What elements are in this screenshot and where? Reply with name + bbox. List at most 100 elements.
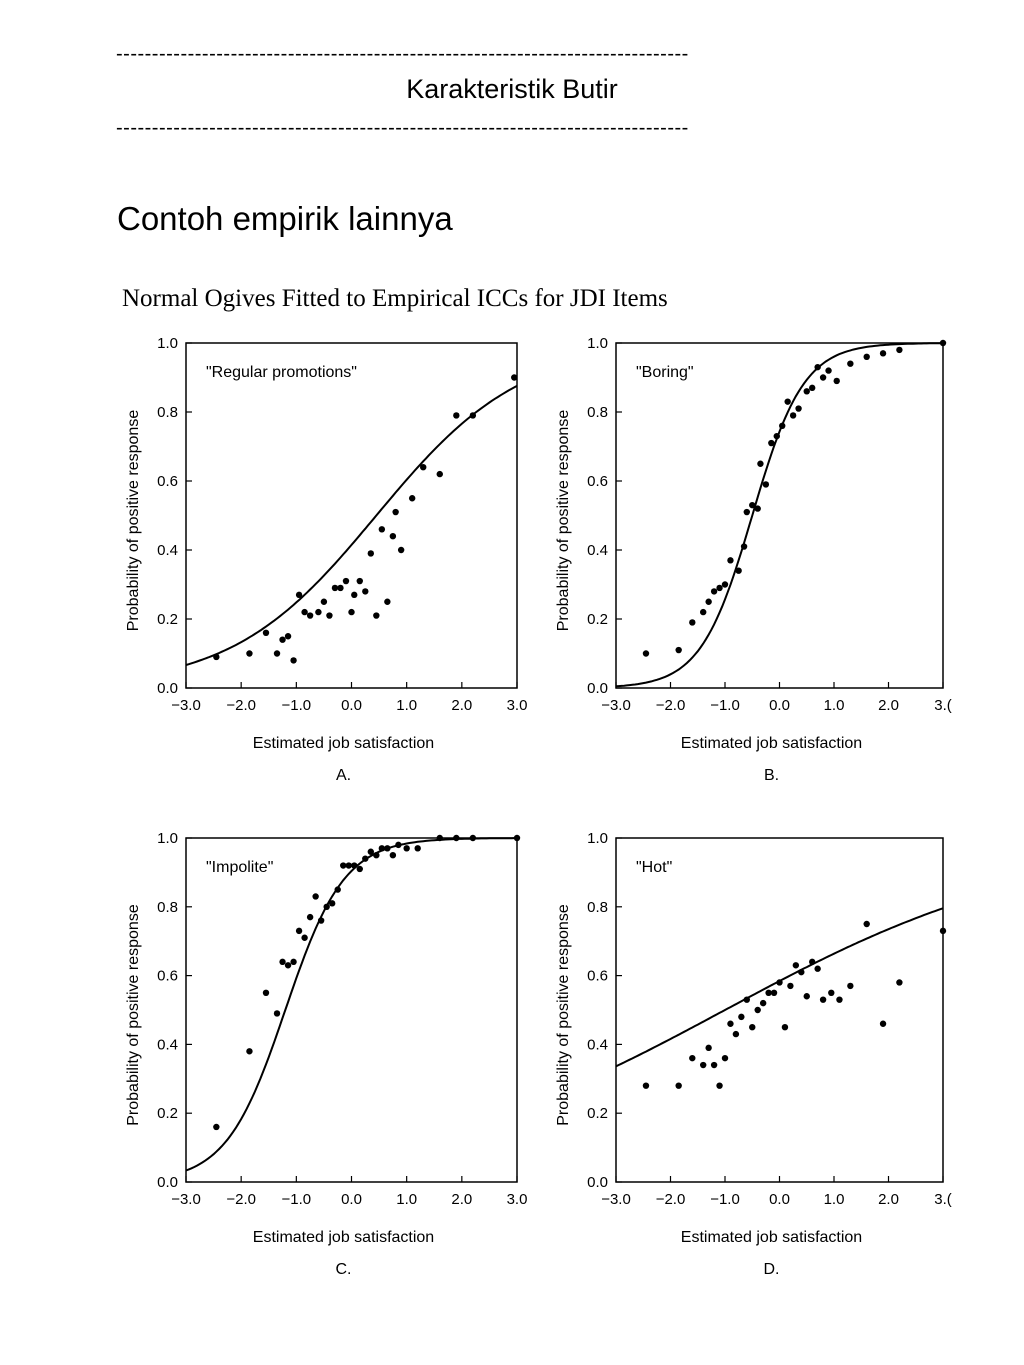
data-point bbox=[312, 893, 319, 900]
x-tick-label: 2.0 bbox=[878, 1191, 899, 1208]
x-axis-label: Estimated job satisfaction bbox=[681, 1229, 862, 1246]
chart-panel-c: −3.0 −2.0 −1.0 0.0 1.0 2.0 3.0 0.0 0.2 0.4 0.6 0.8 1… bbox=[125, 830, 527, 1278]
x-tick-label: 0.0 bbox=[769, 1191, 790, 1208]
y-tick-label: 0.0 bbox=[157, 680, 178, 697]
y-tick-label: 0.8 bbox=[157, 404, 178, 421]
y-axis-label: Probability of positive response bbox=[555, 904, 572, 1126]
x-tick-label: 0.0 bbox=[341, 1191, 362, 1208]
fitted-ogive-curve bbox=[185, 385, 518, 666]
data-point bbox=[803, 993, 810, 1000]
data-point bbox=[710, 588, 718, 595]
data-point bbox=[395, 841, 402, 849]
data-point bbox=[389, 533, 397, 540]
x-tick-label: −1.0 bbox=[282, 697, 312, 714]
data-point bbox=[776, 979, 783, 986]
data-point bbox=[436, 470, 443, 478]
y-tick-label: 0.6 bbox=[587, 968, 608, 985]
x-tick-label: 1.0 bbox=[396, 1191, 417, 1208]
data-point bbox=[290, 958, 297, 966]
data-point bbox=[896, 346, 903, 354]
x-tick-label: 1.0 bbox=[824, 1191, 845, 1208]
data-point bbox=[408, 495, 416, 502]
data-point bbox=[721, 581, 729, 588]
x-tick-label: −1.0 bbox=[710, 1191, 740, 1208]
data-point bbox=[345, 862, 352, 869]
data-point bbox=[773, 432, 780, 440]
y-tick-label: 0.2 bbox=[157, 611, 178, 628]
y-tick-label: 0.2 bbox=[587, 611, 608, 628]
x-tick-label: −2.0 bbox=[226, 1191, 256, 1208]
data-point bbox=[306, 913, 314, 921]
data-point bbox=[362, 588, 369, 595]
data-point bbox=[809, 958, 816, 966]
data-point bbox=[367, 550, 375, 557]
data-point bbox=[781, 1023, 789, 1031]
data-point bbox=[295, 927, 303, 935]
x-tick-label: 3.( bbox=[934, 1191, 952, 1208]
x-tick-label: 2.0 bbox=[878, 697, 899, 714]
data-point bbox=[716, 1082, 723, 1089]
y-tick-label: 0.6 bbox=[587, 473, 608, 490]
item-annotation: "Impolite" bbox=[206, 859, 273, 876]
data-point bbox=[749, 501, 756, 509]
y-tick-label: 0.0 bbox=[587, 1174, 608, 1191]
data-point bbox=[792, 962, 800, 969]
item-annotation: "Hot" bbox=[636, 859, 672, 876]
x-tick-label: 2.0 bbox=[451, 1191, 472, 1208]
data-point bbox=[373, 852, 380, 859]
data-point bbox=[511, 374, 518, 381]
data-point bbox=[213, 1123, 220, 1131]
data-point bbox=[759, 999, 767, 1007]
plot-frame bbox=[185, 342, 518, 689]
x-tick-label: 0.0 bbox=[769, 697, 790, 714]
data-point bbox=[356, 865, 363, 873]
data-point bbox=[705, 1044, 712, 1052]
data-point bbox=[779, 422, 786, 429]
data-point bbox=[768, 439, 775, 447]
x-tick-label: 3.( bbox=[934, 697, 952, 714]
data-point bbox=[675, 646, 682, 654]
data-point bbox=[798, 968, 805, 976]
y-tick-label: 0.6 bbox=[157, 968, 178, 985]
x-tick-label: 1.0 bbox=[824, 697, 845, 714]
x-tick-label: 0.0 bbox=[341, 697, 362, 714]
x-axis-label: Estimated job satisfaction bbox=[253, 735, 434, 752]
data-point bbox=[700, 1061, 707, 1069]
panel-label: A. bbox=[336, 767, 351, 784]
data-point bbox=[326, 612, 333, 619]
header-title: Karakteristik Butir bbox=[406, 74, 618, 104]
data-point bbox=[351, 862, 358, 869]
data-point bbox=[469, 412, 477, 419]
y-tick-label: 0.8 bbox=[587, 404, 608, 421]
data-point bbox=[803, 388, 810, 395]
data-point bbox=[362, 855, 369, 862]
item-annotation: "Regular promotions" bbox=[206, 364, 357, 381]
data-point bbox=[743, 996, 750, 1003]
data-point bbox=[246, 1048, 253, 1055]
data-point bbox=[384, 845, 391, 852]
data-point bbox=[863, 353, 870, 360]
data-point bbox=[315, 608, 322, 616]
data-point bbox=[334, 886, 341, 893]
data-point bbox=[847, 360, 854, 367]
panel-label: C. bbox=[336, 1261, 352, 1278]
data-point bbox=[397, 546, 405, 554]
data-point bbox=[642, 1082, 650, 1089]
y-axis-label: Probability of positive response bbox=[125, 904, 142, 1126]
data-point bbox=[809, 384, 816, 392]
data-point bbox=[814, 363, 821, 371]
data-point bbox=[754, 1006, 761, 1014]
plot-frame bbox=[615, 342, 944, 689]
data-point bbox=[378, 845, 386, 852]
data-point bbox=[284, 633, 292, 640]
data-point bbox=[403, 845, 410, 852]
y-tick-label: 0.4 bbox=[587, 1036, 608, 1053]
data-point bbox=[789, 412, 797, 419]
data-point bbox=[833, 377, 840, 385]
data-point bbox=[389, 852, 397, 859]
x-tick-label: 2.0 bbox=[451, 697, 472, 714]
data-point bbox=[642, 650, 650, 657]
panel-label: B. bbox=[764, 767, 779, 784]
data-point bbox=[939, 927, 947, 935]
